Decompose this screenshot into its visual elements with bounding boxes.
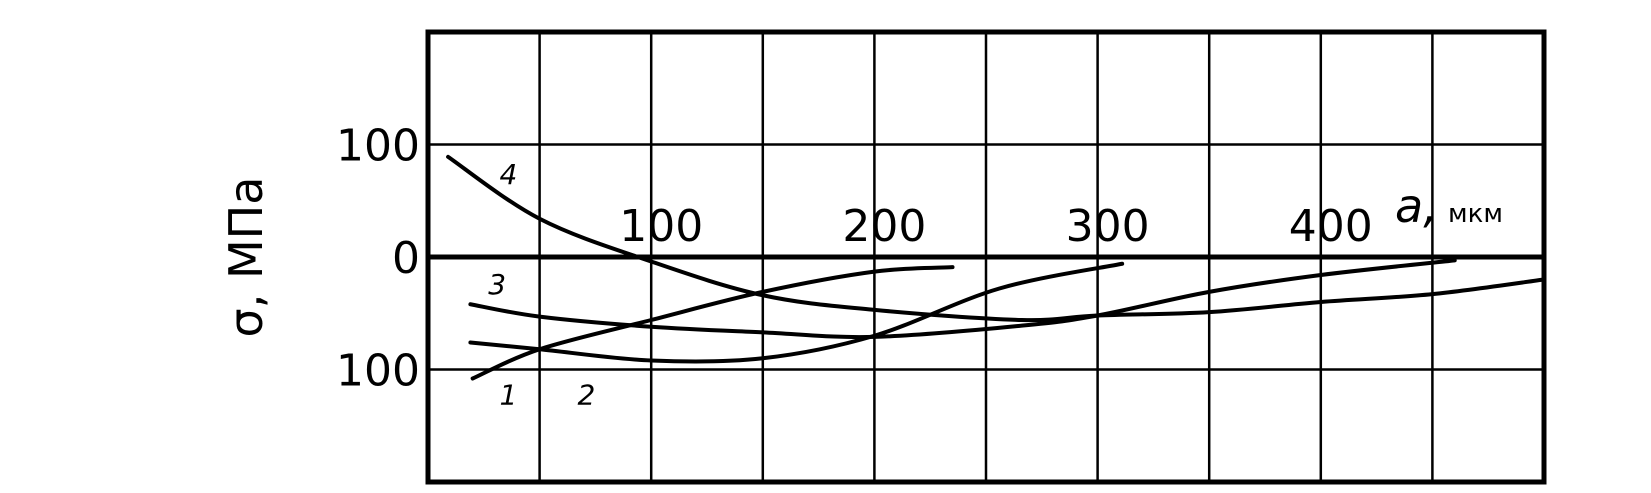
- curve-3: [468, 258, 1457, 340]
- curve-label-4: 4: [499, 158, 517, 191]
- curve-label-3: 3: [488, 268, 506, 301]
- x-axis-symbol: a,: [1395, 179, 1438, 233]
- curve-labels: 1 2 3 4: [488, 158, 595, 412]
- x-tick-label: 300: [1066, 201, 1150, 252]
- x-tick-label: 400: [1289, 201, 1373, 252]
- curve-label-1: 1: [499, 378, 517, 411]
- plot-frame: [425, 29, 1547, 485]
- y-tick-label: 100: [336, 346, 420, 397]
- grid: [428, 32, 1544, 482]
- x-axis-unit: мкм: [1448, 199, 1503, 229]
- y-tick-label: 0: [392, 233, 420, 284]
- x-tick-labels: 100 200 300 400: [619, 201, 1373, 252]
- y-axis-label: σ, МПа: [219, 177, 273, 338]
- curve-2: [468, 261, 1125, 364]
- y-tick-label: 100: [336, 121, 420, 172]
- x-tick-label: 200: [842, 201, 926, 252]
- curve-label-2: 2: [578, 378, 596, 411]
- curve-4: [446, 154, 1546, 323]
- x-tick-label: 100: [619, 201, 703, 252]
- curves: [446, 154, 1546, 381]
- y-tick-labels: 100 0 100: [336, 121, 420, 397]
